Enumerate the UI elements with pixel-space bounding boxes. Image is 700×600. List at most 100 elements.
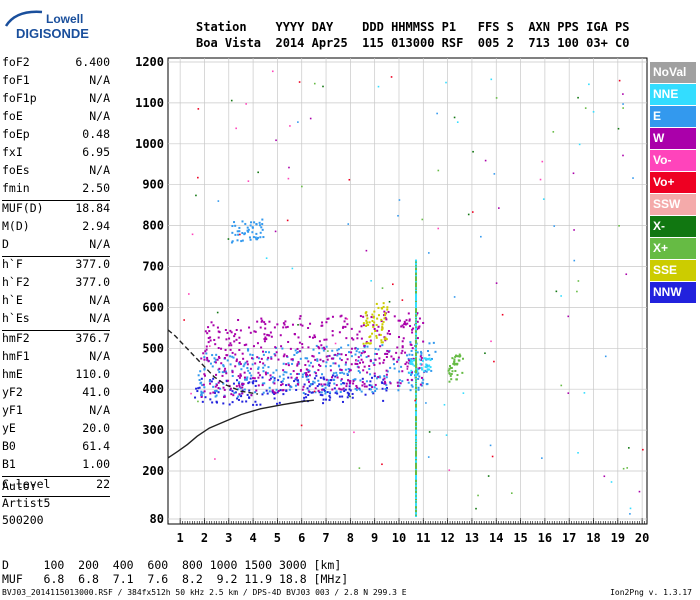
echo-point xyxy=(314,358,317,361)
echo-point xyxy=(253,377,256,380)
echo-point xyxy=(241,220,244,223)
echo-point xyxy=(196,390,199,393)
echo-point xyxy=(241,239,244,242)
echo-point xyxy=(257,236,260,239)
echo-point xyxy=(322,402,325,405)
echo-point xyxy=(371,386,374,389)
interference-point xyxy=(415,365,418,368)
param-row: C-level 22 xyxy=(2,477,110,495)
echo-point xyxy=(349,382,352,385)
echo-point xyxy=(334,375,337,378)
noise-point xyxy=(291,267,294,270)
echo-point xyxy=(380,318,383,321)
echo-point xyxy=(331,334,334,337)
echo-point xyxy=(247,228,250,231)
interference-point xyxy=(415,430,418,433)
interference-point xyxy=(415,275,418,278)
param-row: D N/A xyxy=(2,237,110,255)
echo-point xyxy=(273,326,276,329)
interference-point xyxy=(415,415,418,418)
echo-point xyxy=(346,396,349,399)
interference-point xyxy=(415,377,418,380)
noise-point xyxy=(638,490,641,493)
echo-point xyxy=(200,390,203,393)
echo-point xyxy=(327,355,330,358)
echo-point xyxy=(268,390,271,393)
param-row: B1 1.00 xyxy=(2,457,110,475)
noise-point xyxy=(588,83,590,86)
interference-point xyxy=(415,308,418,311)
echo-point xyxy=(387,310,390,313)
echo-point xyxy=(358,351,361,354)
echo-point xyxy=(374,358,377,361)
noise-point xyxy=(197,108,200,110)
echo-point xyxy=(356,337,359,340)
echo-point xyxy=(328,384,331,387)
interference-point xyxy=(415,488,418,491)
interference-point xyxy=(415,471,418,474)
echo-point xyxy=(319,364,322,367)
interference-point xyxy=(415,383,418,386)
interference-point xyxy=(415,331,418,334)
echo-point xyxy=(254,391,257,394)
echo-point xyxy=(214,358,217,361)
echo-point xyxy=(412,327,415,330)
echo-point xyxy=(317,389,320,392)
echo-point xyxy=(217,336,220,339)
echo-point xyxy=(312,348,315,351)
echo-point xyxy=(319,376,322,379)
echo-point xyxy=(217,391,220,394)
echo-point xyxy=(325,345,328,348)
echo-point xyxy=(252,236,255,239)
noise-point xyxy=(618,225,620,227)
echo-point xyxy=(365,319,368,322)
echo-point xyxy=(252,382,255,385)
interference-point xyxy=(415,317,418,320)
echo-point xyxy=(456,355,459,358)
echo-point xyxy=(349,389,352,392)
interference-point xyxy=(415,285,418,288)
echo-point xyxy=(400,352,403,355)
interference-point xyxy=(415,494,418,497)
echo-point xyxy=(416,312,419,315)
noise-point xyxy=(191,233,194,236)
interference-point xyxy=(415,325,418,328)
echo-point xyxy=(217,368,220,371)
echo-point xyxy=(375,352,378,355)
echo-point xyxy=(398,370,401,373)
echo-point xyxy=(298,350,301,353)
echo-point xyxy=(416,320,419,323)
echo-point xyxy=(374,347,377,350)
param-value: N/A xyxy=(89,109,110,123)
echo-point xyxy=(461,371,464,374)
interference-point xyxy=(415,435,418,438)
echo-point xyxy=(225,372,228,375)
noise-point xyxy=(445,434,448,436)
interference-point xyxy=(415,336,418,339)
echo-point xyxy=(357,356,360,359)
echo-point xyxy=(235,385,238,388)
echo-point xyxy=(409,374,412,377)
echo-point xyxy=(237,319,240,322)
echo-point xyxy=(325,355,328,358)
echo-point xyxy=(249,224,252,227)
echo-point xyxy=(410,349,413,352)
noise-point xyxy=(346,318,349,320)
echo-point xyxy=(202,391,205,394)
echo-point xyxy=(244,361,247,364)
echo-point xyxy=(416,328,419,331)
interference-point xyxy=(415,420,418,423)
echo-point xyxy=(328,382,331,385)
echo-point xyxy=(344,368,347,371)
echo-point xyxy=(234,391,237,394)
echo-point xyxy=(223,370,226,373)
echo-point xyxy=(393,367,396,370)
echo-point xyxy=(410,384,413,387)
echo-point xyxy=(308,380,311,383)
interference-point xyxy=(415,363,418,366)
echo-point xyxy=(246,367,249,370)
echo-point xyxy=(310,383,313,386)
echo-point xyxy=(345,382,348,385)
echo-point xyxy=(367,324,370,327)
echo-point xyxy=(458,353,461,356)
